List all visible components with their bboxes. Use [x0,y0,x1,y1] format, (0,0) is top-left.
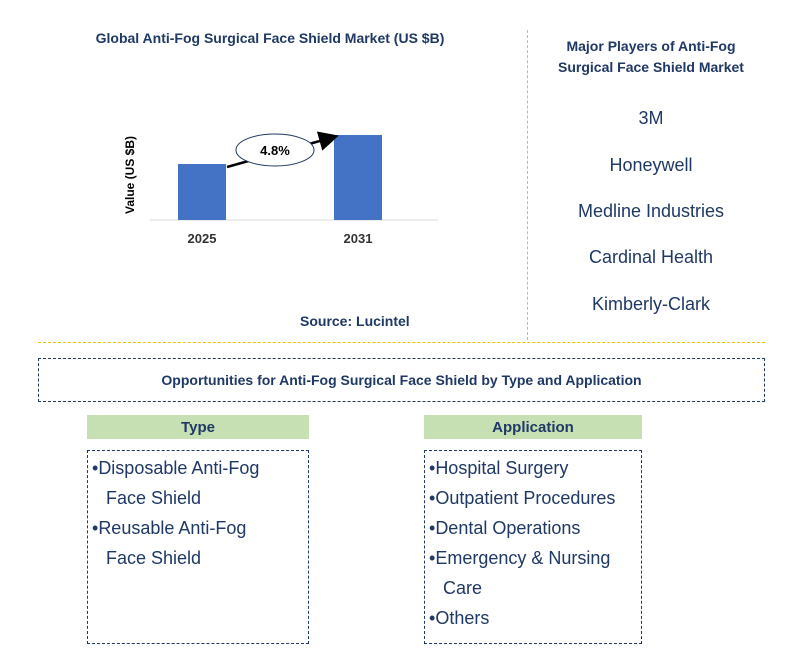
player-item: Cardinal Health [588,247,714,267]
x-tick-label: 2025 [188,231,217,246]
bar-chart: Value (US $B) 2025 2031 4.8% [123,131,438,246]
opportunities-title: Opportunities for Anti-Fog Surgical Face… [38,358,765,402]
growth-rate-label: 4.8% [260,143,290,158]
application-item: Emergency & Nursing Care [429,543,637,603]
player-item: Honeywell [609,155,693,175]
players-title: Major Players of Anti-Fog Surgical Face … [535,36,767,78]
y-axis-label: Value (US $B) [123,136,137,214]
x-tick-label: 2031 [344,231,373,246]
growth-ellipse [235,133,315,167]
player-item: Kimberly-Clark [591,294,710,314]
type-header: Type [87,415,309,439]
application-item: Outpatient Procedures [429,483,637,513]
players-title-line1: Major Players of Anti-Fog [566,38,736,54]
application-header: Application [424,415,642,439]
player-item: 3M [638,108,664,128]
vertical-divider [527,30,528,340]
source-label: Source: Lucintel [300,313,410,329]
players-title-line2: Surgical Face Shield Market [558,59,744,75]
horizontal-divider [38,342,765,343]
application-item: Dental Operations [429,513,637,543]
application-item: Others [429,603,637,633]
application-list: Hospital Surgery Outpatient Procedures D… [424,450,642,644]
player-item: Medline Industries [577,201,725,221]
bar-2031 [334,135,382,220]
chart-title: Global Anti-Fog Surgical Face Shield Mar… [95,30,445,46]
application-item: Hospital Surgery [429,453,637,483]
bar-2025 [178,164,226,220]
